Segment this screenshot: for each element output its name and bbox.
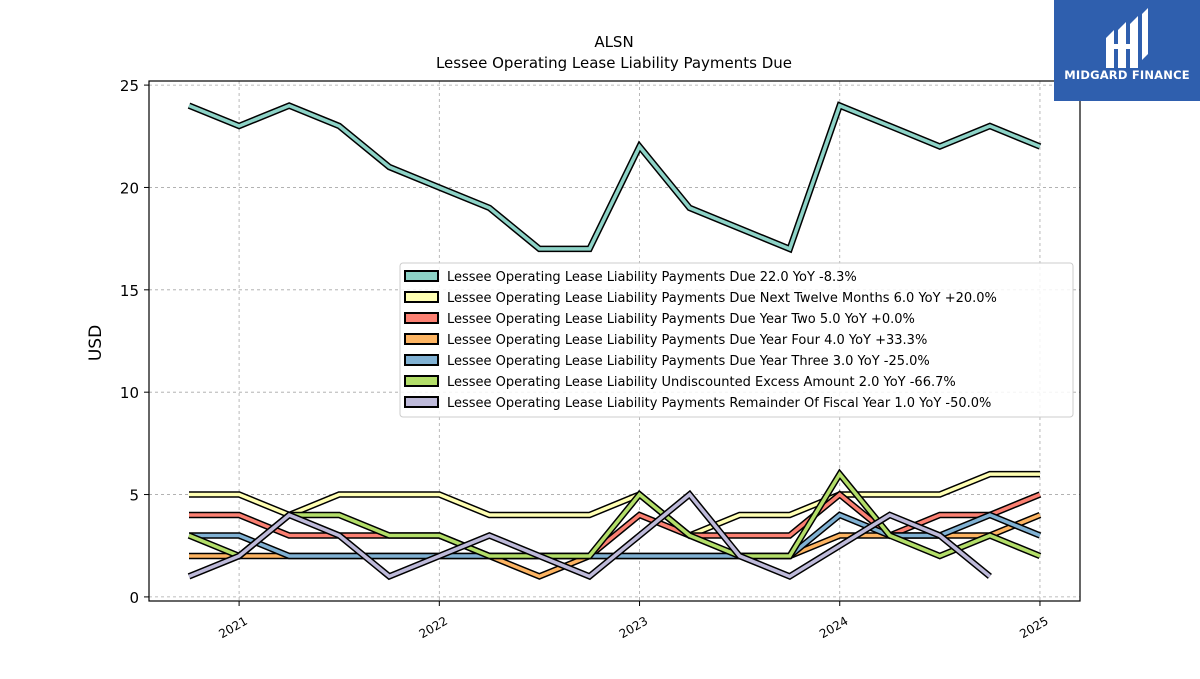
y-tick-label: 0 — [129, 589, 139, 607]
series-line-outline — [187, 101, 1042, 254]
legend-entry: Lessee Operating Lease Liability Payment… — [447, 291, 997, 306]
brand-logo: MIDGARD FINANCE — [1054, 0, 1200, 101]
legend-entry: Lessee Operating Lease Liability Payment… — [447, 396, 991, 411]
y-axis-label: USD — [86, 325, 106, 361]
x-tick-label: 2023 — [617, 614, 650, 641]
chart-subtitle: Lessee Operating Lease Liability Payment… — [436, 54, 792, 72]
chart-title: ALSN — [594, 33, 633, 51]
series-line — [187, 489, 992, 581]
legend-entry: Lessee Operating Lease Liability Payment… — [447, 354, 930, 369]
legend-entry: Lessee Operating Lease Liability Payment… — [447, 333, 927, 348]
legend-entry: Lessee Operating Lease Liability Payment… — [447, 312, 915, 327]
legend-swatch — [404, 312, 439, 324]
brand-logo-icon — [1106, 8, 1148, 68]
legend-entry: Lessee Operating Lease Liability Undisco… — [447, 375, 956, 390]
series-line — [187, 468, 1042, 560]
series-line — [187, 101, 1042, 254]
legend-entry: Lessee Operating Lease Liability Payment… — [447, 270, 857, 285]
y-tick-label: 15 — [120, 282, 139, 300]
legend-box — [399, 262, 1074, 418]
y-tick-label: 10 — [120, 384, 139, 402]
x-tick-label: 2024 — [817, 614, 850, 641]
legend-swatch — [404, 291, 439, 303]
x-tick-label: 2022 — [417, 614, 450, 641]
legend-swatch — [404, 375, 439, 387]
brand-name: MIDGARD FINANCE — [1064, 68, 1190, 82]
plot-frame — [148, 80, 1081, 602]
series-line-stroke — [189, 472, 1040, 538]
series-line-stroke — [188, 471, 1041, 559]
x-tick-label: 2021 — [216, 614, 249, 641]
legend-swatch — [404, 354, 439, 366]
y-tick-label: 20 — [120, 179, 139, 197]
x-tick-label: 2025 — [1017, 614, 1050, 641]
y-tick-label: 25 — [120, 77, 139, 95]
legend: Lessee Operating Lease Liability Payment… — [399, 262, 1074, 418]
series-lines — [187, 101, 1042, 581]
series-line-stroke — [188, 492, 992, 579]
y-tick-label: 5 — [129, 487, 139, 505]
legend-swatch — [404, 396, 439, 408]
series-line-stroke — [188, 103, 1041, 252]
legend-swatch — [404, 270, 439, 282]
legend-swatch — [404, 333, 439, 345]
series-line — [189, 470, 1040, 540]
